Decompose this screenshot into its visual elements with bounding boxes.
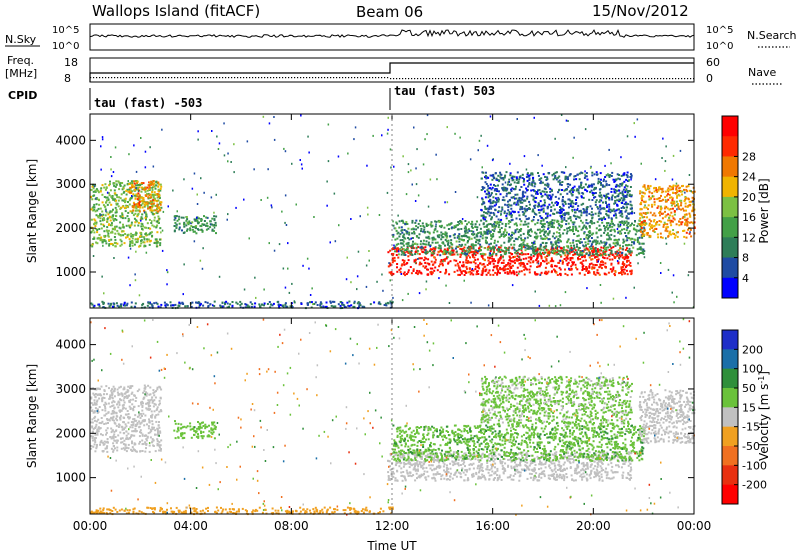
scatter-region (480, 375, 633, 427)
freq-unit-label: [MHz] (5, 67, 37, 80)
freq-tick-top: 18 (64, 56, 78, 69)
colorbar-segment (722, 446, 738, 466)
y-tick-label: 1000 (55, 471, 86, 485)
power-axes: 1000 2000 3000 4000 (55, 114, 695, 308)
nsky-tick-right-bottom: 10^0 (706, 41, 733, 52)
colorbar-tick-label: 20 (742, 191, 756, 204)
velocity-axes: 1000 2000 3000 4000 00:00 04:00 08:00 12:00 16:0… (55, 318, 711, 533)
colorbar-tick-label: 100 (742, 363, 763, 376)
freq-trace (89, 62, 695, 82)
colorbar-tick-label: -200 (742, 479, 767, 492)
velocity-scatter (90, 318, 696, 516)
scatter-region (90, 384, 163, 453)
freq-label: Freq. (7, 54, 34, 67)
nsky-panel-frame (89, 23, 695, 51)
nave-tick-bottom: 0 (706, 72, 713, 85)
scatter-region (638, 389, 696, 445)
scatter-region (638, 184, 696, 239)
scatter-region (173, 215, 218, 235)
nsky-tick-left-top: 10^5 (52, 25, 79, 36)
colorbar-segment (722, 465, 738, 486)
velocity-colorbar: 200 100 50 15 -15 -50 -100 -200 (721, 329, 767, 505)
colorbar-segment (722, 176, 738, 198)
colorbar-tick-label: 50 (742, 382, 756, 395)
colorbar-tick-label: 15 (742, 401, 756, 414)
y-tick-label: 2000 (55, 221, 86, 235)
x-tick-label: 08:00 (274, 519, 309, 533)
scatter-region (90, 180, 163, 248)
colorbar-segment (722, 368, 738, 389)
colorbar-segment (722, 277, 738, 299)
colorbar-segment (722, 136, 738, 157)
scatter-region (128, 180, 163, 213)
colorbar-segment (722, 116, 738, 137)
colorbar-segment (722, 330, 738, 350)
colorbar-segment (722, 484, 738, 505)
cpid-segment-1: tau (fast) -503 (94, 96, 202, 110)
colorbar-tick-label: 8 (742, 252, 749, 265)
scatter-region (392, 219, 646, 257)
colorbar-tick-label: 200 (742, 343, 763, 356)
colorbar-segment (722, 237, 738, 259)
power-colorbar: 4 8 12 16 20 24 28 (721, 115, 756, 299)
nsky-label: N.Sky (5, 33, 37, 46)
colorbar-segment (722, 388, 738, 408)
colorbar-tick-label: 12 (742, 231, 756, 244)
colorbar-tick-label: 24 (742, 171, 756, 184)
date-title: 15/Nov/2012 (592, 2, 689, 20)
scatter-region (480, 171, 634, 222)
nsky-trace (89, 28, 695, 49)
colorbar-segment (722, 217, 738, 238)
y-tick-label: 3000 (55, 177, 86, 191)
freq-tick-bottom: 8 (64, 72, 71, 85)
x-tick-label: 16:00 (475, 519, 510, 533)
scatter-noise (90, 318, 695, 516)
power-ylabel: Slant Range [km] (25, 159, 39, 263)
freq-panel-frame (89, 57, 695, 83)
colorbar-segment (722, 349, 738, 370)
x-tick-label: 00:00 (677, 519, 712, 533)
x-tick-label: 04:00 (173, 519, 208, 533)
time-axis-label: Time UT (366, 539, 417, 553)
scatter-region (387, 245, 633, 277)
scatter-region (392, 424, 646, 462)
scatter-noise (92, 114, 695, 310)
y-tick-label: 4000 (55, 133, 86, 147)
nsearch-label: N.Search (747, 29, 797, 42)
nave-tick-top: 60 (706, 56, 720, 69)
beam-title: Beam 06 (356, 3, 423, 21)
colorbar-segment (722, 407, 738, 428)
scatter-region (90, 506, 394, 516)
y-tick-label: 3000 (55, 382, 86, 396)
station-title: Wallops Island (fitACF) (92, 2, 260, 20)
x-tick-label: 12:00 (375, 519, 410, 533)
power-colorbar-label: Power [dB] (757, 178, 771, 243)
colorbar-tick-label: -15 (742, 421, 760, 434)
colorbar-tick-label: 28 (742, 150, 756, 163)
nsky-tick-left-bottom: 10^0 (52, 41, 79, 52)
colorbar-segment (722, 257, 738, 279)
colorbar-tick-label: -100 (742, 459, 767, 472)
nave-label: Nave (748, 66, 776, 79)
scatter-region (173, 420, 217, 440)
cpid-segment-2: tau (fast) 503 (394, 84, 495, 98)
colorbar-tick-label: 16 (742, 211, 756, 224)
y-tick-label: 1000 (55, 265, 86, 279)
velocity-ylabel: Slant Range [km] (25, 364, 39, 468)
x-tick-label: 00:00 (73, 519, 108, 533)
velocity-colorbar-label: Velocity [m s-1] (757, 371, 772, 461)
x-tick-label: 20:00 (576, 519, 611, 533)
colorbar-segment (722, 196, 738, 218)
cpid-label: CPID (8, 89, 37, 102)
colorbar-tick-label: -50 (742, 440, 760, 453)
nsky-tick-right-top: 10^5 (706, 25, 733, 36)
colorbar-segment (722, 156, 738, 178)
colorbar-segment (722, 426, 738, 447)
y-tick-label: 2000 (55, 426, 86, 440)
y-tick-label: 4000 (55, 338, 86, 352)
colorbar-tick-label: 4 (742, 272, 749, 285)
power-scatter (90, 114, 696, 310)
